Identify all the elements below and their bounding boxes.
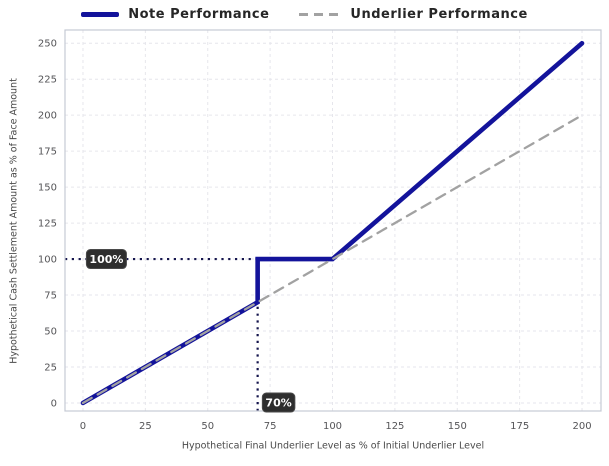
x-axis-label: Hypothetical Final Underlier Level as % … <box>181 440 485 452</box>
annotation-badge-label: 100% <box>89 253 123 266</box>
annotation-badge <box>85 249 127 270</box>
x-tick-label: 125 <box>385 421 404 432</box>
plot-background <box>65 30 601 411</box>
y-axis-label: Hypothetical Cash Settlement Amount as %… <box>8 78 20 364</box>
x-tick-label: 25 <box>139 421 152 432</box>
legend-label-underlier-performance: Underlier Performance <box>350 7 528 22</box>
note-performance-line <box>80 40 585 406</box>
legend-item-underlier-performance: Underlier Performance <box>299 7 527 22</box>
note-line-swatch <box>81 12 120 17</box>
annotation-badge <box>261 392 296 413</box>
y-tick-label: 100 <box>38 255 57 266</box>
legend-label-note-performance: Note Performance <box>128 7 270 22</box>
y-tick-label: 25 <box>44 362 57 373</box>
y-tick-label: 125 <box>38 219 57 230</box>
x-tick-label: 0 <box>80 421 86 432</box>
x-tick-label: 200 <box>572 421 591 432</box>
y-tick-label: 200 <box>38 111 57 122</box>
x-tick-label: 150 <box>448 421 467 432</box>
y-tick-label: 75 <box>44 291 57 302</box>
y-tick-label: 0 <box>51 398 57 409</box>
annotation-badge-label: 70% <box>265 397 291 410</box>
y-tick-label: 250 <box>38 39 57 50</box>
underlier-line-swatch <box>299 13 342 16</box>
y-tick-label: 50 <box>44 327 57 338</box>
y-tick-label: 150 <box>38 183 57 194</box>
x-tick-label: 175 <box>510 421 529 432</box>
legend-item-note-performance: Note Performance <box>81 7 269 22</box>
underlier-performance-line <box>81 114 584 405</box>
chart-legend: Note Performance Underlier Performance <box>0 7 609 22</box>
x-tick-label: 75 <box>264 421 277 432</box>
plot-border <box>64 29 602 412</box>
x-tick-label: 50 <box>201 421 214 432</box>
x-tick-label: 100 <box>323 421 342 432</box>
y-tick-label: 225 <box>38 75 57 86</box>
y-tick-label: 175 <box>38 147 57 158</box>
